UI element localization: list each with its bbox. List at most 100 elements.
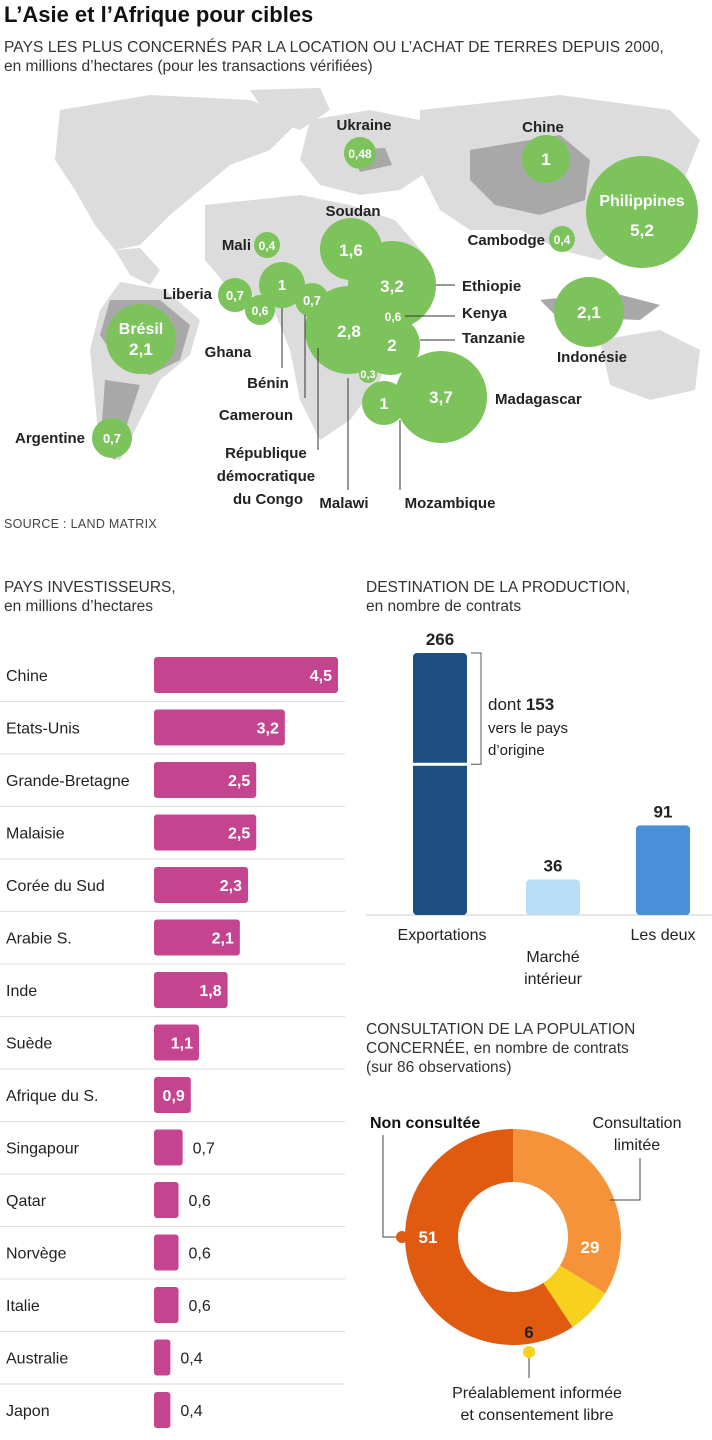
bar-value-label: 2,5 bbox=[228, 826, 250, 843]
dest-bracket bbox=[471, 652, 482, 765]
donut-value-label: 29 bbox=[581, 1238, 600, 1257]
name-benin: Bénin bbox=[247, 375, 289, 392]
bar-category-label: Australie bbox=[6, 1351, 68, 1368]
name-soudan: Soudan bbox=[326, 203, 381, 220]
donut-value-label: 6 bbox=[524, 1323, 533, 1342]
name-chine: Chine bbox=[522, 119, 564, 136]
value-bresil: 2,1 bbox=[129, 340, 153, 359]
name-philippines: Philippines bbox=[599, 193, 684, 210]
bar-value-label: 0,6 bbox=[189, 1246, 211, 1263]
bar-value-label: 2,1 bbox=[212, 931, 234, 948]
dest-value-label: 36 bbox=[544, 857, 563, 876]
value-soudan: 1,6 bbox=[339, 241, 363, 260]
country-bubbles bbox=[92, 135, 698, 458]
bar-6 bbox=[154, 972, 228, 1008]
investors-bar-chart: Chine 4,5 Etats-Unis 3,2 Grande-Bretagne 2,5 M… bbox=[0, 657, 345, 1428]
bar-category-label: Chine bbox=[6, 668, 48, 685]
bubble-mozambique bbox=[362, 381, 406, 425]
name-cameroun: Cameroun bbox=[219, 407, 293, 424]
dest-category-label: Marché intérieur bbox=[524, 949, 582, 988]
bar-category-label: Japon bbox=[6, 1403, 50, 1420]
leader-non-consultee bbox=[382, 1135, 402, 1238]
name-ethiopie: Ethiopie bbox=[462, 278, 521, 295]
dest-bar-1 bbox=[526, 879, 580, 915]
name-rdc: République démocratique du Congo bbox=[217, 445, 320, 508]
bar-9 bbox=[154, 1129, 183, 1166]
name-mozambique: Mozambique bbox=[405, 495, 496, 510]
dest-bar-2 bbox=[636, 825, 690, 915]
donut-label-line2: limitée bbox=[614, 1137, 660, 1154]
investors-title-caps: PAYS INVESTISSEURS, bbox=[4, 579, 176, 596]
bar-value-label: 2,5 bbox=[228, 773, 250, 790]
value-chine: 1 bbox=[541, 150, 550, 169]
leader-consultation-limitee bbox=[604, 1158, 641, 1201]
central-america-shape bbox=[115, 248, 160, 285]
donut-label-line1: Consultation bbox=[593, 1115, 682, 1132]
bubble-tanzanie bbox=[360, 315, 420, 375]
map-subtitle-caps: PAYS LES PLUS CONCERNÉS PAR LA LOCATION … bbox=[4, 39, 664, 56]
dest-annotation-prefix: dont bbox=[488, 695, 526, 714]
bar-category-label: Suède bbox=[6, 1036, 52, 1053]
name-bresil: Brésil bbox=[119, 321, 163, 338]
bar-14 bbox=[154, 1392, 171, 1428]
name-ghana: Ghana bbox=[205, 344, 252, 361]
dest-category-label-line2: intérieur bbox=[524, 971, 582, 988]
name-argentine: Argentine bbox=[15, 430, 85, 447]
bar-value-label: 3,2 bbox=[257, 721, 279, 738]
leader-dot bbox=[598, 1194, 610, 1206]
destination-title: DESTINATION DE LA PRODUCTION, en nombre … bbox=[366, 578, 630, 616]
value-tanzanie: 2 bbox=[387, 336, 396, 355]
value-madagascar: 3,7 bbox=[429, 388, 453, 407]
name-rdc-line3: du Congo bbox=[233, 491, 303, 508]
name-tanzanie: Tanzanie bbox=[462, 330, 525, 347]
name-rdc-line2: démocratique bbox=[217, 468, 315, 485]
leader-dot bbox=[396, 1231, 408, 1243]
value-ukraine: 0,48 bbox=[348, 147, 372, 161]
bar-0 bbox=[154, 657, 338, 693]
consultation-title-line1: CONSULTATION DE LA POPULATION bbox=[366, 1021, 636, 1038]
bar-category-label: Grande-Bretagne bbox=[6, 773, 130, 790]
donut-label-consultation-limitee: Consultation limitée bbox=[593, 1115, 682, 1154]
bar-category-label: Singapour bbox=[6, 1141, 80, 1158]
bar-3 bbox=[154, 814, 257, 851]
bubble-indonesie bbox=[554, 277, 624, 347]
dest-annotation-line3: d’origine bbox=[488, 742, 545, 759]
name-cambodge: Cambodge bbox=[467, 232, 545, 249]
donut-slice-2 bbox=[543, 1265, 606, 1328]
consultation-title-line3: (sur 86 observations) bbox=[366, 1059, 512, 1076]
leader-lines bbox=[281, 284, 455, 490]
bar-category-label: Etats-Unis bbox=[6, 721, 80, 738]
value-cambodge: 0,4 bbox=[554, 233, 571, 247]
bar-value-label: 1,1 bbox=[171, 1036, 193, 1053]
page-title: L’Asie et l’Afrique pour cibles bbox=[4, 2, 314, 27]
bubble-ethiopie bbox=[348, 241, 436, 329]
bar-category-label: Norvège bbox=[6, 1246, 67, 1263]
map-subtitle: PAYS LES PLUS CONCERNÉS PAR LA LOCATION … bbox=[4, 38, 664, 76]
value-rdc: 2,8 bbox=[337, 322, 361, 341]
donut-label-non-consultee: Non consultée bbox=[370, 1115, 480, 1132]
bar-value-label: 4,5 bbox=[310, 668, 332, 685]
value-ethiopie: 3,2 bbox=[380, 277, 404, 296]
value-argentine: 0,7 bbox=[103, 431, 121, 446]
bubble-cambodge bbox=[549, 226, 575, 252]
name-kenya: Kenya bbox=[462, 305, 508, 322]
bar-7 bbox=[154, 1024, 199, 1061]
dest-category-label: Les deux bbox=[631, 927, 696, 944]
bubble-inner-names: Philippines Brésil bbox=[119, 193, 685, 338]
name-indonesie: Indonésie bbox=[557, 349, 627, 366]
donut-label-informee: Préalablement informée et consentement li… bbox=[452, 1385, 622, 1424]
dest-category-label: Exportations bbox=[398, 927, 487, 944]
north-america-shape bbox=[55, 95, 300, 250]
bar-8 bbox=[154, 1077, 191, 1113]
value-liberia: 0,7 bbox=[226, 288, 244, 303]
value-malawi: 0,3 bbox=[360, 369, 375, 381]
investors-title: PAYS INVESTISSEURS, en millions d’hectar… bbox=[4, 578, 176, 616]
value-cameroun: 0,7 bbox=[303, 293, 321, 308]
bar-category-label: Afrique du S. bbox=[6, 1088, 99, 1105]
consultation-title: CONSULTATION DE LA POPULATION CONCERNÉE,… bbox=[366, 1020, 635, 1077]
bar-13 bbox=[154, 1339, 171, 1376]
bar-10 bbox=[154, 1182, 179, 1218]
bar-category-label: Italie bbox=[6, 1298, 40, 1315]
dest-annotation-line2: vers le pays bbox=[488, 720, 568, 737]
name-mali: Mali bbox=[222, 237, 251, 254]
